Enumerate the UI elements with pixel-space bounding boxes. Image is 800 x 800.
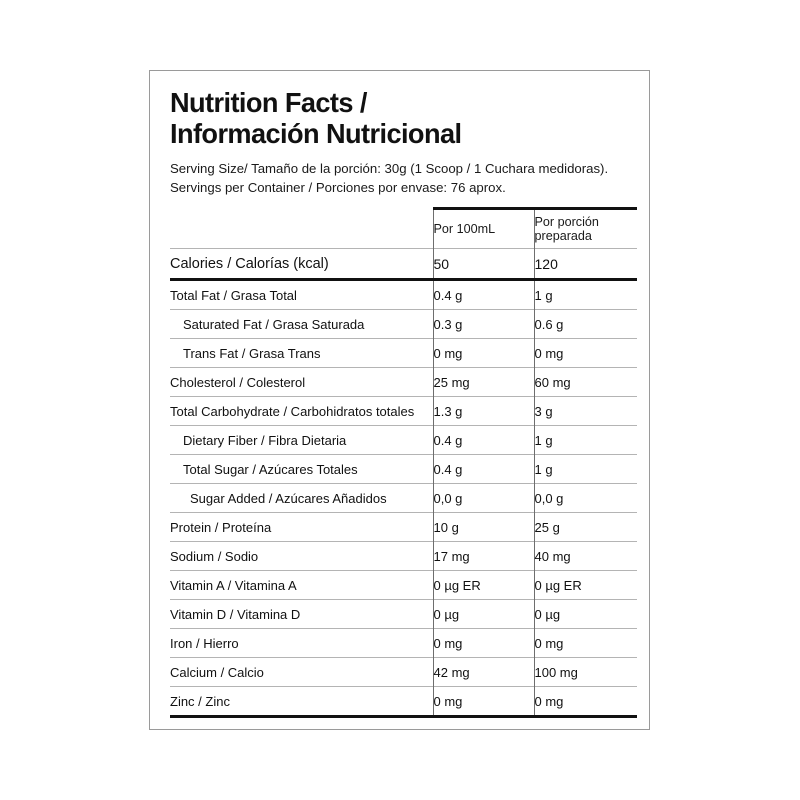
table-row: Saturated Fat / Grasa Saturada 0.3 g 0.6 g [170,309,637,339]
table-bottom-rule [170,715,637,719]
nutrient-label: Total Carbohydrate / Carbohidratos total… [170,396,433,426]
title-line-spanish: Información Nutricional [170,118,462,149]
nutrient-value-per-prepared-serving: 0 µg ER [533,570,637,600]
nutrient-label: Dietary Fiber / Fibra Dietaria [170,425,433,455]
nutrient-value-per-prepared-serving: 0,0 g [533,483,637,513]
nutrient-label: Zinc / Zinc [170,686,433,717]
table-row: Total Carbohydrate / Carbohidratos total… [170,396,637,426]
nutrient-label: Protein / Proteína [170,512,433,542]
nutrient-label: Cholesterol / Colesterol [170,367,433,397]
table-row: Sugar Added / Azúcares Añadidos 0,0 g 0,0 … [170,483,637,513]
table-row: Calories / Calorías (kcal) 50 120 [170,248,637,281]
nutrition-table-body: Por 100mL Por porción preparada Calories / … [170,207,637,719]
nutrient-value-per-prepared-serving: 0 mg [533,628,637,658]
nutrient-value-per-100ml: 1.3 g [432,396,534,426]
serving-size-text: Serving Size/ Tamaño de la porción: 30g … [170,161,609,176]
page-title: Nutrition Facts / Información Nutriciona… [170,87,635,149]
nutrient-value-per-100ml: 50 [432,248,534,281]
nutrient-value-per-prepared-serving: 1 g [533,454,637,484]
nutrient-label: Vitamin D / Vitamina D [170,599,433,629]
table-header-row: Por 100mL Por porción preparada [170,207,637,249]
nutrient-label: Calcium / Calcio [170,657,433,687]
nutrient-value-per-prepared-serving: 100 mg [533,657,637,687]
nutrient-value-per-100ml: 25 mg [432,367,534,397]
nutrient-value-per-prepared-serving: 0 µg [533,599,637,629]
nutrient-value-per-100ml: 0 µg [432,599,534,629]
nutrient-label: Iron / Hierro [170,628,433,658]
column-header-label [170,209,433,249]
title-line-english: Nutrition Facts / [170,87,367,118]
nutrient-label: Total Fat / Grasa Total [170,279,433,310]
nutrient-value-per-100ml: 0,0 g [432,483,534,513]
nutrient-value-per-100ml: 0.4 g [432,279,534,310]
nutrient-value-per-100ml: 17 mg [432,541,534,571]
table-row: Protein / Proteína 10 g 25 g [170,512,637,542]
nutrient-value-per-100ml: 0 mg [432,338,534,368]
nutrient-value-per-prepared-serving: 1 g [533,425,637,455]
servings-per-container-text: Servings per Container / Porciones por e… [170,180,506,195]
label-inner: Nutrition Facts / Información Nutriciona… [170,87,637,719]
nutrient-label: Saturated Fat / Grasa Saturada [170,309,433,339]
nutrient-value-per-prepared-serving: 40 mg [533,541,637,571]
column-header-per-100ml: Por 100mL [432,207,534,249]
nutrient-label: Trans Fat / Grasa Trans [170,338,433,368]
nutrient-value-per-100ml: 10 g [432,512,534,542]
nutrient-value-per-100ml: 0 mg [432,628,534,658]
nutrition-table: Por 100mL Por porción preparada Calories / … [170,207,637,719]
nutrition-facts-label: Nutrition Facts / Información Nutriciona… [149,70,650,730]
table-row: Trans Fat / Grasa Trans 0 mg 0 mg [170,338,637,368]
nutrient-label: Calories / Calorías (kcal) [170,248,433,281]
nutrient-label: Vitamin A / Vitamina A [170,570,433,600]
column-header-per-prepared-serving-line2: preparada [534,229,592,243]
nutrient-value-per-100ml: 42 mg [432,657,534,687]
nutrient-label: Sodium / Sodio [170,541,433,571]
serving-information: Serving Size/ Tamaño de la porción: 30g … [170,159,635,197]
nutrient-value-per-prepared-serving: 120 [533,248,637,281]
nutrient-value-per-100ml: 0.4 g [432,454,534,484]
nutrient-label: Sugar Added / Azúcares Añadidos [170,483,433,513]
column-header-per-prepared-serving-line1: Por porción [534,214,599,229]
table-row: Cholesterol / Colesterol 25 mg 60 mg [170,367,637,397]
table-row: Zinc / Zinc 0 mg 0 mg [170,686,637,717]
nutrient-value-per-prepared-serving: 25 g [533,512,637,542]
nutrient-value-per-prepared-serving: 3 g [533,396,637,426]
nutrient-label: Total Sugar / Azúcares Totales [170,454,433,484]
nutrient-value-per-100ml: 0.3 g [432,309,534,339]
nutrient-value-per-prepared-serving: 60 mg [533,367,637,397]
nutrient-value-per-100ml: 0.4 g [432,425,534,455]
nutrient-value-per-100ml: 0 µg ER [432,570,534,600]
nutrient-value-per-prepared-serving: 1 g [533,279,637,310]
nutrient-value-per-prepared-serving: 0 mg [533,338,637,368]
column-header-per-prepared-serving: Por porción preparada [533,207,637,249]
nutrient-value-per-prepared-serving: 0.6 g [533,309,637,339]
table-row: Iron / Hierro 0 mg 0 mg [170,628,637,658]
nutrient-value-per-100ml: 0 mg [432,686,534,717]
table-row: Sodium / Sodio 17 mg 40 mg [170,541,637,571]
nutrient-value-per-prepared-serving: 0 mg [533,686,637,717]
table-row: Calcium / Calcio 42 mg 100 mg [170,657,637,687]
